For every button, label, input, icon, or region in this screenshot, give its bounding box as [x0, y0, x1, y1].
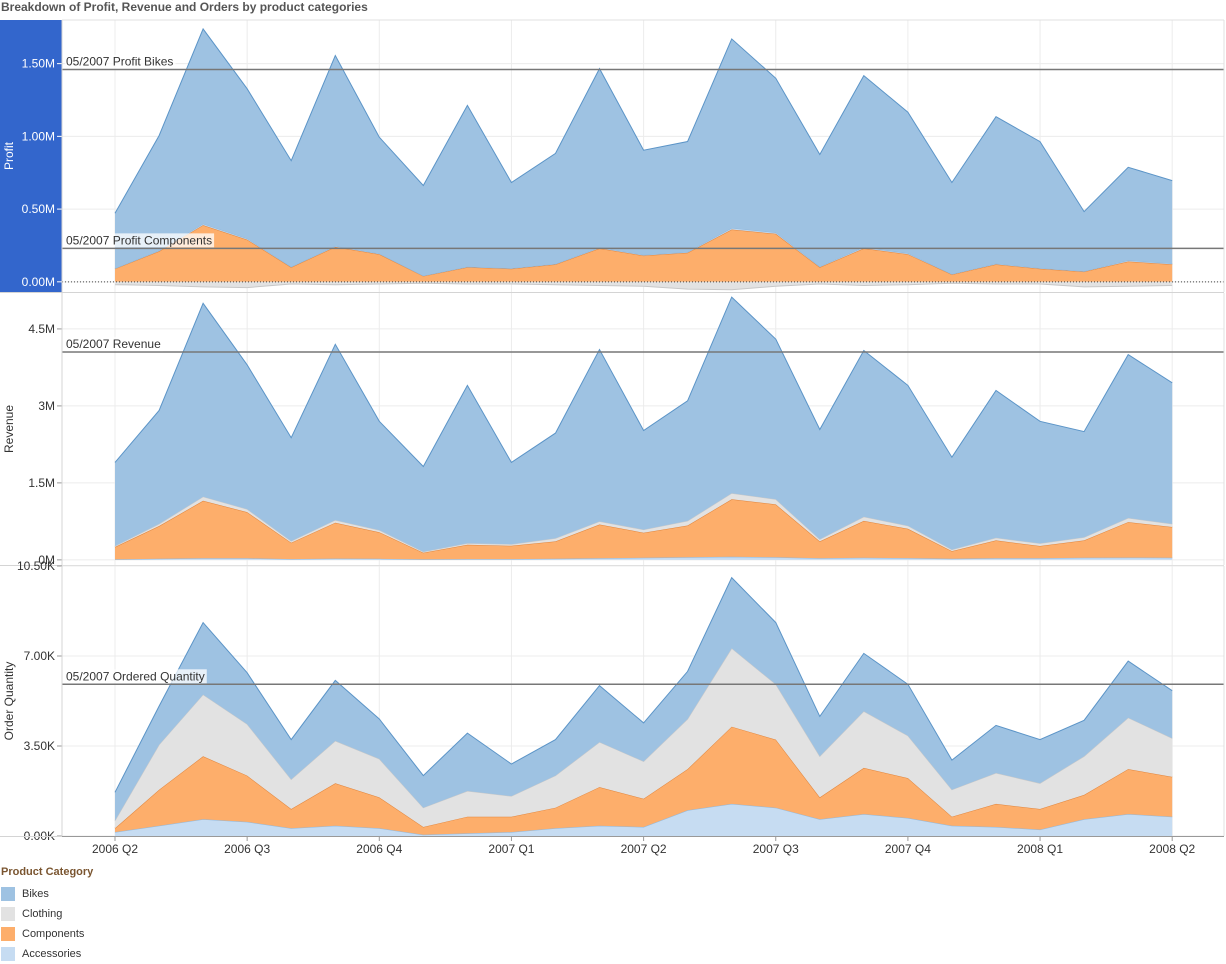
profit-axis-highlight	[0, 20, 62, 292]
legend-swatch-components	[1, 927, 15, 941]
line-clothing	[114, 282, 1173, 291]
line-bikes	[114, 576, 1173, 793]
reference-label-bg	[65, 337, 164, 352]
legend-label-components: Components	[22, 928, 85, 940]
legend-label-accessories: Accessories	[22, 948, 82, 960]
x-tick-label: 2007 Q2	[621, 842, 667, 856]
reference-label-bg	[65, 669, 207, 684]
reference-label: 05/2007 Profit Components	[66, 233, 212, 247]
x-tick-label: 2008 Q1	[1017, 842, 1063, 856]
reference-label: 05/2007 Revenue	[66, 337, 161, 351]
legend: Product Category Bikes Clothing Componen…	[1, 866, 201, 964]
y-tick-label: 1.50M	[22, 57, 55, 71]
area-components	[115, 726, 1173, 835]
area-accessories	[115, 803, 1173, 836]
legend-swatch-accessories	[1, 947, 15, 961]
legend-label-bikes: Bikes	[22, 888, 49, 900]
legend-item-components[interactable]: Components	[1, 924, 201, 944]
legend-swatch-bikes	[1, 887, 15, 901]
area-components	[115, 225, 1173, 282]
y-tick-label: 1.5M	[28, 476, 55, 490]
y-tick-label: 0.50M	[22, 202, 55, 216]
area-components	[115, 499, 1173, 560]
legend-swatch-clothing	[1, 907, 15, 921]
y-tick-label: 0M	[38, 553, 55, 567]
reference-label-bg	[65, 233, 215, 248]
line-bikes	[114, 296, 1173, 468]
y-axis-label-profit: Profit	[2, 141, 16, 170]
legend-item-bikes[interactable]: Bikes	[1, 884, 201, 904]
x-tick-label: 2006 Q2	[92, 842, 138, 856]
y-tick-label: 0.00M	[22, 275, 55, 289]
y-tick-label: 1.00M	[22, 129, 55, 143]
y-tick-label: 3.50K	[24, 739, 55, 753]
x-tick-label: 2008 Q2	[1149, 842, 1195, 856]
legend-item-clothing[interactable]: Clothing	[1, 904, 201, 924]
x-tick-label: 2007 Q4	[885, 842, 931, 856]
y-axis-label-order-quantity: Order Quantity	[2, 662, 16, 741]
reference-label-bg	[65, 54, 176, 69]
chart-title: Breakdown of Profit, Revenue and Orders …	[1, 0, 368, 14]
y-tick-label: 3M	[38, 399, 55, 413]
area-bikes	[115, 577, 1173, 821]
legend-title: Product Category	[1, 866, 94, 878]
panel-profit: 05/2007 Profit Bikes 05/2007 Profit Compo…	[0, 20, 1225, 293]
y-tick-label: 7.00K	[24, 649, 55, 663]
x-axis: 2006 Q2 2006 Q3 2006 Q4 2007 Q1 2007 Q2 2007 …	[62, 836, 1224, 856]
y-tick-label: 10.50K	[17, 559, 55, 573]
panel-revenue: 05/2007 Revenue 0M 1.5M 3M 4.5M Revenue	[0, 293, 1225, 567]
y-axis-label-revenue: Revenue	[2, 405, 16, 453]
line-bikes	[114, 27, 1173, 214]
y-tick-label: 4.5M	[28, 322, 55, 336]
x-tick-label: 2007 Q1	[488, 842, 534, 856]
legend-label-clothing: Clothing	[22, 908, 63, 920]
legend-item-accessories[interactable]: Accessories	[1, 944, 201, 964]
x-tick-label: 2006 Q3	[224, 842, 270, 856]
x-tick-label: 2007 Q3	[753, 842, 799, 856]
reference-label: 05/2007 Profit Bikes	[66, 54, 173, 68]
area-bikes	[115, 297, 1173, 552]
panels: 05/2007 Profit Bikes 05/2007 Profit Compo…	[0, 19, 1225, 843]
area-bikes	[115, 28, 1173, 276]
x-tick-label: 2006 Q4	[356, 842, 402, 856]
panel-order-quantity: 05/2007 Ordered Quantity0.00K3.50K7.00K1…	[0, 559, 1225, 843]
reference-label: 05/2007 Ordered Quantity	[66, 669, 205, 683]
area-clothing	[115, 648, 1173, 829]
